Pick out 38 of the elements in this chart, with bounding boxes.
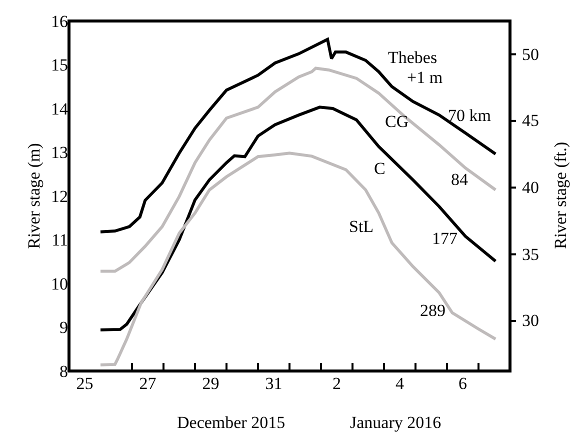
- x-tick-label: 31: [265, 374, 282, 393]
- annotation: 70 km: [448, 106, 491, 125]
- y2-tick-label: 35: [522, 245, 539, 264]
- series-label: C: [374, 159, 386, 178]
- y-tick-label: 10: [51, 274, 68, 294]
- annotation: 177: [432, 229, 458, 248]
- text: January 2016: [350, 413, 442, 432]
- y2-tick-label: 30: [522, 311, 539, 330]
- y-tick-label: 12: [51, 186, 68, 206]
- line-series: [99, 152, 498, 366]
- line-series: [99, 106, 498, 332]
- annotation: +1 m: [407, 68, 443, 87]
- y2-axis-title: River stage (ft.): [551, 142, 570, 249]
- y-tick-label: 9: [60, 318, 68, 338]
- line-series: [99, 38, 498, 234]
- y2-tick-label: 50: [522, 45, 539, 64]
- y-tick-label: 11: [52, 230, 68, 250]
- x-tick-label: 29: [202, 374, 220, 393]
- y-tick-label: 13: [51, 143, 68, 162]
- line-series: [99, 66, 498, 273]
- y2-tick-label: 40: [522, 178, 539, 197]
- annotation: 84: [451, 170, 468, 189]
- y2-tick-label: 45: [522, 111, 539, 130]
- x-axis-title: December 2015: [177, 413, 286, 432]
- x-tick-label: 4: [396, 374, 404, 393]
- y-axis-title: River stage (m): [24, 143, 44, 249]
- x-tick-label: 6: [458, 374, 467, 393]
- annotation: 289: [420, 301, 446, 320]
- y-tick-label: 16: [51, 12, 68, 31]
- y-tick-label: 14: [51, 99, 68, 118]
- series-label: CG: [385, 112, 409, 131]
- series-label: StL: [349, 217, 374, 236]
- x-tick-label: 27: [139, 374, 157, 393]
- x-tick-label: 2: [332, 374, 341, 393]
- y-tick-label: 8: [60, 362, 68, 381]
- y-tick-label: 15: [51, 56, 68, 75]
- x-tick-label: 25: [76, 374, 94, 393]
- series-label: Thebes: [388, 48, 438, 67]
